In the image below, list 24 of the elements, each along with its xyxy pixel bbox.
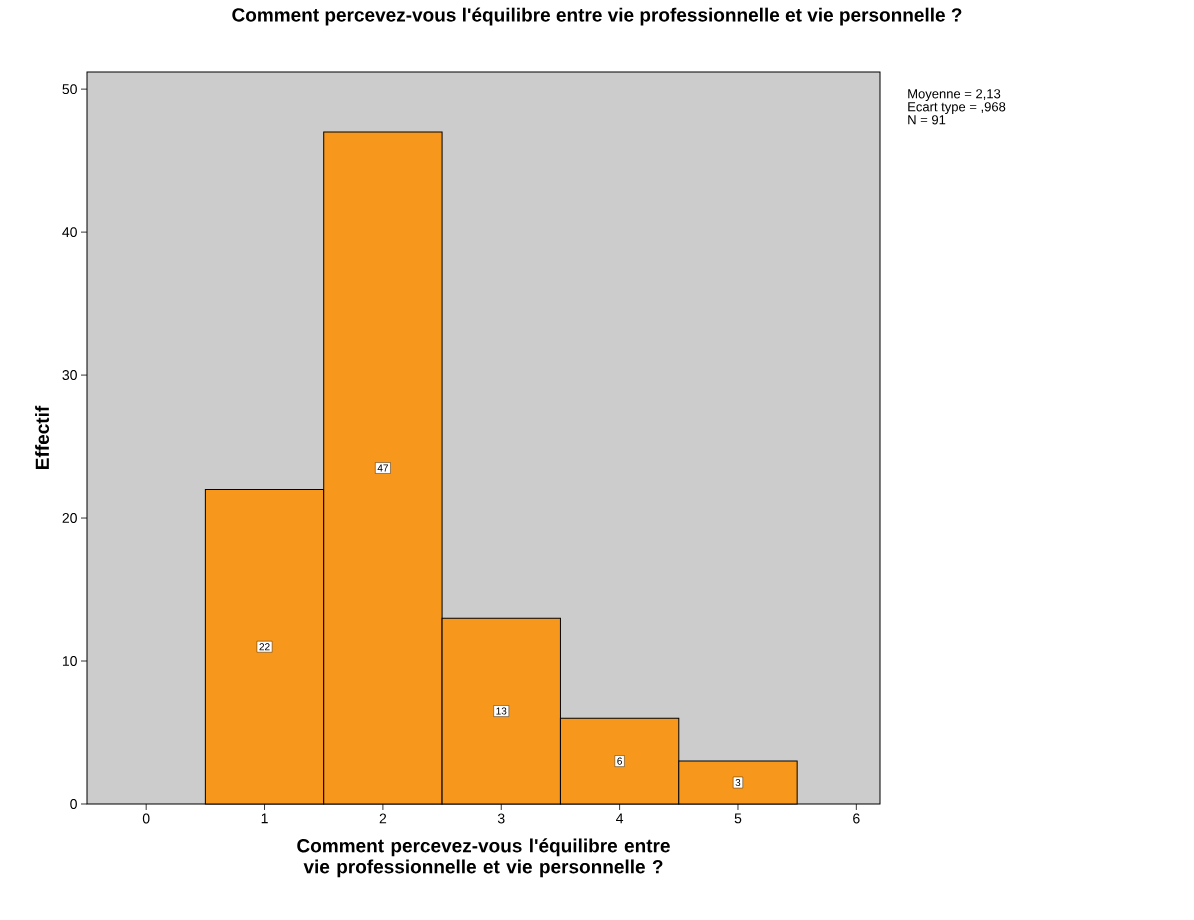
text: Moyenne = 2,13 <box>908 89 1001 101</box>
x-tick-label: 3 <box>497 813 505 824</box>
y-tick-label: 50 <box>62 84 77 95</box>
y-tick-label: 20 <box>62 513 77 524</box>
x-axis-title: Comment percevez-vous l'équilibre entre vie professionnelle et vie personnelle ? <box>297 838 670 878</box>
x-tick-label: 2 <box>379 813 387 824</box>
x-tick-label: 6 <box>853 813 860 824</box>
chart-title: Comment percevez-vous l'équilibre entre vie professionnelle et vie personnelle ? <box>232 7 962 26</box>
data-label: 22 <box>259 643 270 651</box>
y-tick-label: 30 <box>62 370 77 381</box>
x-tick-label: 0 <box>142 813 150 824</box>
y-tick-label: 40 <box>62 227 77 238</box>
x-tick-label: 4 <box>616 813 624 824</box>
y-tick-label: 0 <box>70 799 77 809</box>
y-axis-title: Effectif <box>35 405 50 469</box>
text: Ecart type = ,968 <box>908 102 1006 114</box>
data-label: 47 <box>377 464 388 472</box>
text: N = 91 <box>908 115 946 125</box>
data-label: 13 <box>496 707 507 715</box>
x-tick-label: 5 <box>734 813 742 824</box>
x-tick-label: 1 <box>261 813 268 824</box>
y-tick-label: 10 <box>62 656 77 666</box>
data-label: 6 <box>617 757 622 765</box>
data-label: 3 <box>735 779 741 787</box>
